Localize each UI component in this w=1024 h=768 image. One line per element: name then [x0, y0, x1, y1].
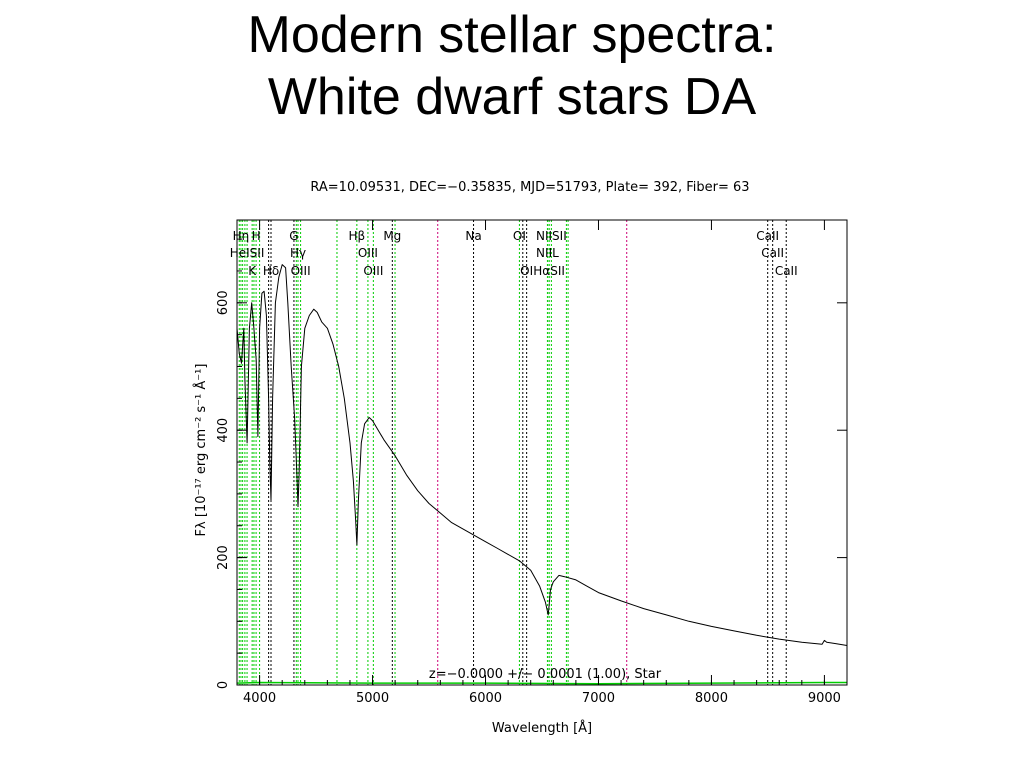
x-tick-label: 5000 — [356, 691, 389, 706]
line-marker-labels: Hη H G Hβ Mg Na OI NIISII CaII HeISII Hγ OIII NIIL Ca… — [230, 229, 798, 278]
line-marker-label: HαSII — [533, 264, 565, 278]
slide-title: Modern stellar spectra: White dwarf star… — [0, 4, 1024, 128]
line-marker-label: K — [248, 264, 257, 278]
series-flux — [236, 264, 848, 646]
line-marker-label: G — [289, 229, 298, 243]
x-tick-label: 7000 — [582, 691, 615, 706]
line-marker-label: Hη — [233, 229, 250, 243]
line-marker-label: OIII — [291, 264, 311, 278]
y-tick-label: 400 — [216, 418, 231, 443]
line-marker-label: OI — [520, 264, 533, 278]
slide-title-line-1: Modern stellar spectra: — [247, 6, 777, 64]
axis-ticks: 4000 5000 6000 7000 8000 9000 0 200 400 600 — [216, 220, 847, 706]
line-marker-label: OIII — [363, 264, 383, 278]
line-marker-label: HeISII — [230, 246, 265, 260]
line-marker-label: Mg — [383, 229, 401, 243]
line-marker-label: Na — [465, 229, 481, 243]
y-tick-label: 600 — [216, 290, 231, 315]
line-markers — [238, 220, 787, 685]
series-error — [236, 681, 847, 685]
line-marker-label: OIII — [358, 246, 378, 260]
x-tick-label: 4000 — [243, 691, 276, 706]
line-marker-label: OI — [513, 229, 526, 243]
line-marker-label: Hγ — [290, 246, 306, 260]
x-tick-label: 9000 — [808, 691, 841, 706]
y-tick-label: 200 — [216, 545, 231, 570]
line-marker-label: NIIL — [536, 246, 559, 260]
chart-title: RA=10.09531, DEC=−0.35835, MJD=51793, Pl… — [310, 180, 749, 195]
series-layer — [236, 264, 848, 685]
slide-title-line-2: White dwarf stars DA — [267, 68, 757, 126]
redshift-annotation: z=−0.0000 +/− 0.0001 (1.00), Star — [429, 667, 662, 682]
line-marker-label: H — [252, 229, 261, 243]
x-tick-label: 8000 — [695, 691, 728, 706]
line-marker-label: CaII — [775, 264, 798, 278]
line-marker-label: NIISII — [536, 229, 567, 243]
y-tick-label: 0 — [216, 681, 231, 689]
x-tick-label: 6000 — [469, 691, 502, 706]
line-marker-label: Hβ — [349, 229, 366, 243]
line-marker-label: Hδ — [263, 264, 279, 278]
line-marker-label: CaII — [756, 229, 779, 243]
line-marker-label: CaII — [761, 246, 784, 260]
x-axis-label: Wavelength [Å] — [492, 720, 592, 736]
y-axis-label: Fλ [10⁻¹⁷ erg cm⁻² s⁻¹ Å⁻¹] — [193, 364, 209, 537]
plot-frame — [236, 219, 848, 686]
